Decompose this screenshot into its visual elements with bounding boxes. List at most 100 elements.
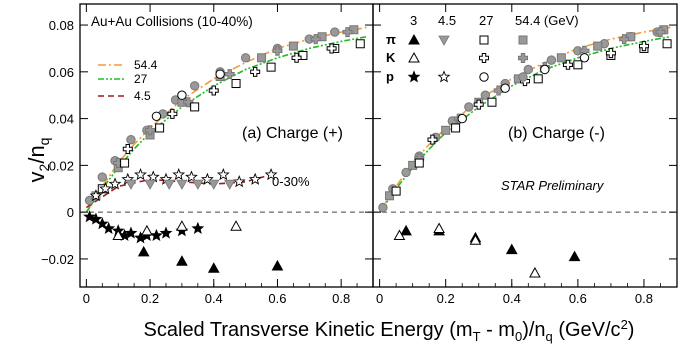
left-panel-label: (a) Charge (+) xyxy=(242,125,343,142)
data-point xyxy=(433,222,445,234)
data-point xyxy=(125,179,137,190)
svg-text:v2/nq: v2/nq xyxy=(24,138,52,183)
data-point xyxy=(487,97,497,107)
data-point xyxy=(172,168,186,181)
data-point xyxy=(183,97,194,108)
data-point xyxy=(224,69,235,80)
legend-marker xyxy=(408,51,420,63)
data-point xyxy=(89,212,103,225)
data-point xyxy=(342,27,353,38)
data-point xyxy=(310,34,321,45)
data-point xyxy=(248,172,262,185)
data-point xyxy=(97,172,107,182)
series-K-3 xyxy=(112,220,242,241)
series-K-27 xyxy=(122,43,337,155)
data-point xyxy=(457,113,467,124)
data-point xyxy=(540,64,550,75)
series-K-27 xyxy=(427,41,649,145)
data-point xyxy=(216,168,230,181)
data-point xyxy=(272,45,283,56)
legend-marker xyxy=(479,53,489,63)
data-point xyxy=(271,259,284,271)
data-point xyxy=(191,221,205,234)
series-π-54.4 xyxy=(385,25,669,201)
data-point xyxy=(441,125,451,135)
data-point xyxy=(414,158,424,168)
data-point xyxy=(533,74,543,84)
legend-marker xyxy=(479,72,489,82)
legend-marker xyxy=(408,33,420,45)
data-point xyxy=(427,134,438,145)
right-panel-label: (b) Charge (-) xyxy=(508,125,605,142)
x-axis-label: Scaled Transverse Kinetic Energy (mT - m… xyxy=(144,317,635,344)
data-point xyxy=(112,229,125,241)
series-K-54.4 xyxy=(414,27,666,164)
data-point xyxy=(568,250,581,262)
data-point xyxy=(200,172,214,185)
data-point xyxy=(176,255,188,266)
data-point xyxy=(291,52,302,63)
legend-marker xyxy=(437,70,451,83)
x-tick-label: 0.2 xyxy=(141,291,159,306)
y-axis-label: v2/nq xyxy=(24,138,52,183)
species-energy-legend: 3 4.5 27 54.4 (GeV) π K p xyxy=(386,13,579,84)
data-point xyxy=(401,167,411,178)
species-label-pion: π xyxy=(386,32,396,47)
series-K-4.5 xyxy=(125,179,236,190)
energy-header-54.4: 54.4 (GeV) xyxy=(515,13,579,28)
data-point xyxy=(298,50,308,60)
x-tick-label: 0 xyxy=(83,291,90,306)
left-annotation-0-30: 0-30% xyxy=(272,174,310,189)
legend-marker xyxy=(518,72,528,82)
data-point xyxy=(122,144,133,155)
data-point xyxy=(134,168,147,181)
y-tick-label: 0.08 xyxy=(49,18,74,33)
series-π-3 xyxy=(137,245,284,273)
data-point xyxy=(391,186,401,196)
data-point xyxy=(230,220,242,231)
data-point xyxy=(215,69,225,79)
data-point xyxy=(207,262,220,273)
data-point xyxy=(626,32,636,42)
series-π-27 xyxy=(391,39,672,196)
data-point xyxy=(529,266,541,278)
data-point xyxy=(155,123,165,133)
data-point xyxy=(137,245,150,257)
data-point xyxy=(167,108,178,119)
legend-label-54.4: 54.4 xyxy=(134,58,158,72)
x-tick-label: 0.8 xyxy=(332,291,350,306)
legend-marker xyxy=(518,53,528,63)
x-tick-label: 0.6 xyxy=(268,291,286,306)
data-point xyxy=(231,79,241,89)
legend-label-4.5: 4.5 xyxy=(134,89,151,103)
legend-marker xyxy=(518,35,528,45)
x-tick-label: 0.2 xyxy=(437,291,455,306)
ticks-panel-1: 0 0.2 0.4 0.6 0.8 xyxy=(373,4,677,306)
species-label-kaon: K xyxy=(386,50,396,65)
data-point xyxy=(102,221,116,234)
data-point xyxy=(126,134,136,145)
data-point xyxy=(480,90,491,100)
left-header-text: Au+Au Collisions (10-40%) xyxy=(91,14,253,29)
legend-marker xyxy=(407,70,421,83)
data-point xyxy=(192,179,204,190)
data-point xyxy=(257,53,267,63)
data-point xyxy=(250,66,261,77)
series-K-3 xyxy=(393,222,541,278)
legend-marker xyxy=(479,35,489,45)
data-point xyxy=(579,53,590,63)
fit-legend: 54.4 27 4.5 xyxy=(98,58,158,103)
series-p-3 xyxy=(83,210,205,244)
data-point xyxy=(151,111,162,121)
data-point xyxy=(469,234,482,245)
data-point xyxy=(523,64,534,75)
y-tick-label: 0.06 xyxy=(49,65,74,80)
data-point xyxy=(400,224,412,236)
data-point xyxy=(500,83,510,93)
series-p-27 xyxy=(457,53,590,124)
data-point xyxy=(89,189,103,202)
data-point xyxy=(493,85,504,96)
data-point xyxy=(473,99,484,110)
